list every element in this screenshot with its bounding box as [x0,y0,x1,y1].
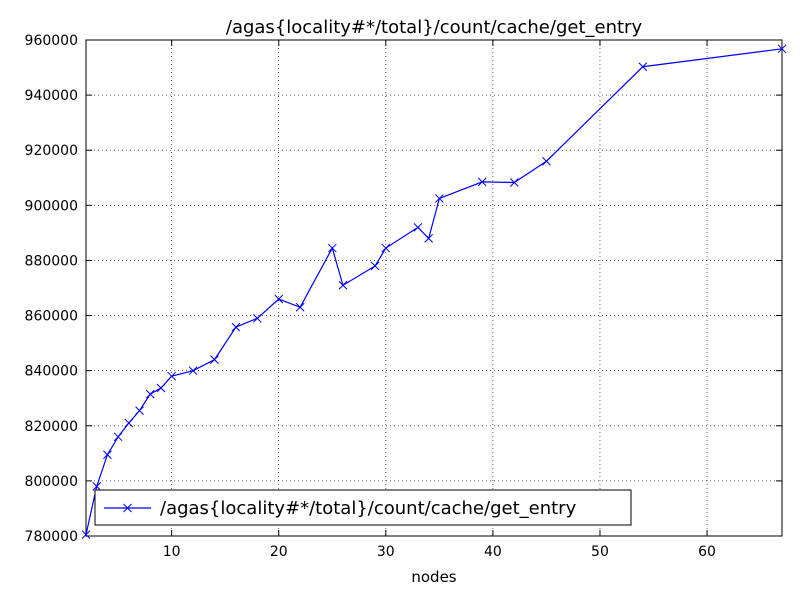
x-tick-label: 40 [484,544,502,560]
grid-lines [86,40,782,536]
data-point-marker [477,177,487,187]
x-tick-label: 60 [698,544,716,560]
y-tick-label: 960000 [25,33,78,49]
data-point-marker [327,243,337,253]
data-point-marker [295,302,305,312]
x-tick-label: 10 [163,544,181,560]
data-point-marker [542,156,551,166]
data-point-marker [338,280,348,290]
data-point-marker [274,294,284,304]
data-point-marker [188,366,198,376]
y-tick-label: 780000 [25,529,78,545]
data-point-marker [81,530,91,539]
data-point-marker [777,44,787,54]
y-tick-label: 920000 [25,143,78,159]
y-tick-label: 880000 [25,253,78,269]
data-point-marker [156,383,166,393]
x-tick-label: 20 [270,544,288,560]
data-point-marker [252,313,262,323]
data-point-marker [413,223,423,232]
y-tick-label: 840000 [25,364,78,380]
x-tick-label: 30 [377,544,395,560]
legend: /agas{locality#*/total}/count/cache/get_… [94,489,632,526]
data-point-marker [231,322,241,332]
data-point-marker [92,482,102,491]
data-point-marker [167,371,177,381]
data-point-marker [435,194,444,203]
x-axis-title: nodes [411,568,456,586]
x-tick-label: 50 [591,544,609,560]
plot-area-frame [85,39,783,537]
y-tick-label: 860000 [25,309,78,325]
legend-box [94,489,632,526]
data-point-marker [145,389,155,399]
data-point-marker [135,406,144,415]
axis-ticks: 10 20 30 40 50 60 780000 800000 820000 840000 8600… [25,33,782,560]
data-point-marker [113,432,123,442]
y-tick-label: 940000 [25,88,78,104]
series-layer [81,44,787,539]
data-point-marker [381,243,391,253]
chart-title: /agas{locality#*/total}/count/cache/get_… [226,17,643,38]
legend-marker-x [123,503,132,513]
y-tick-label: 800000 [25,474,78,490]
legend-label: /agas{locality#*/total}/count/cache/get_… [160,498,577,519]
y-tick-label: 900000 [25,198,78,214]
data-point-marker [424,234,433,243]
data-point-marker [638,62,648,72]
data-point-marker [124,418,134,428]
data-point-marker [103,450,112,460]
series-line [85,48,783,535]
data-point-marker [370,261,380,271]
data-point-marker [509,178,519,187]
data-point-marker [210,355,219,364]
y-tick-label: 820000 [25,419,78,435]
